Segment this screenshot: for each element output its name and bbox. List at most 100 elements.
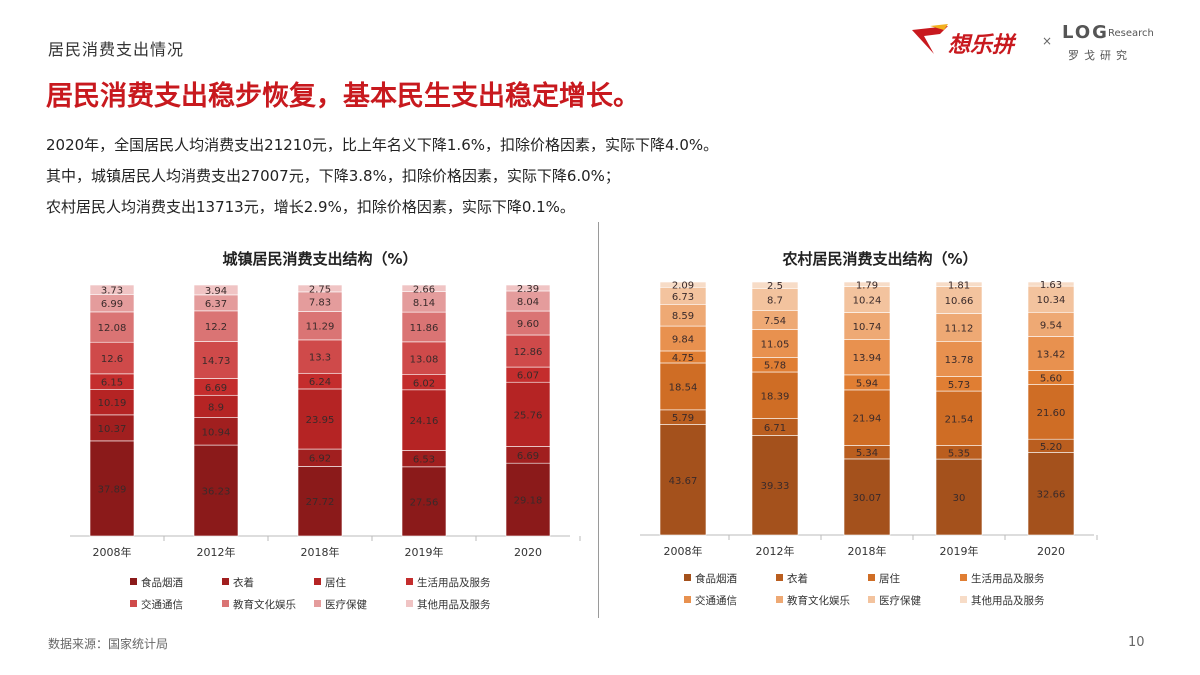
urban-data-label: 10.19 bbox=[98, 398, 127, 409]
urban-chart-title: 城镇居民消费支出结构（%） bbox=[222, 250, 418, 268]
urban-data-label: 10.94 bbox=[202, 427, 231, 438]
urban-data-label: 2.39 bbox=[517, 284, 539, 295]
rural-data-label: 30 bbox=[953, 493, 966, 504]
brand-swoosh-icon bbox=[912, 24, 948, 54]
urban-legend-label: 交通通信 bbox=[141, 598, 183, 611]
rural-legend-swatch bbox=[776, 574, 783, 581]
rural-legend-label: 其他用品及服务 bbox=[971, 594, 1045, 607]
rural-data-label: 6.71 bbox=[764, 423, 786, 434]
urban-bar-segment bbox=[401, 284, 447, 292]
rural-data-label: 8.7 bbox=[767, 295, 783, 306]
urban-data-label: 14.73 bbox=[202, 356, 231, 367]
urban-bar-segment bbox=[193, 444, 239, 537]
data-source-note: 数据来源：国家统计局 bbox=[48, 637, 169, 651]
rural-bar-segment bbox=[935, 390, 983, 446]
rural-data-label: 8.59 bbox=[672, 311, 694, 322]
rural-bar-segment bbox=[751, 329, 799, 358]
rural-data-label: 5.78 bbox=[764, 361, 786, 372]
urban-data-label: 12.86 bbox=[514, 347, 543, 358]
urban-data-label: 13.08 bbox=[410, 354, 439, 365]
rural-data-label: 10.24 bbox=[853, 295, 882, 306]
urban-legend-swatch bbox=[314, 600, 321, 607]
urban-data-label: 6.69 bbox=[517, 451, 539, 462]
urban-bar-segment bbox=[401, 389, 447, 451]
urban-data-label: 29.18 bbox=[514, 496, 543, 507]
rural-legend-swatch bbox=[960, 574, 967, 581]
urban-bar-segment bbox=[401, 341, 447, 375]
urban-data-label: 3.94 bbox=[205, 286, 227, 297]
rural-data-label: 5.35 bbox=[948, 448, 970, 459]
rural-legend-swatch bbox=[960, 596, 967, 603]
urban-category-label: 2020 bbox=[514, 546, 542, 559]
urban-data-label: 8.14 bbox=[413, 298, 435, 309]
rural-data-label: 4.75 bbox=[672, 353, 694, 364]
rural-category-label: 2012年 bbox=[756, 544, 795, 558]
rural-chart-title: 农村居民消费支出结构（%） bbox=[782, 250, 978, 268]
logo-separator: × bbox=[1042, 34, 1053, 48]
rural-bar-segment bbox=[751, 281, 799, 289]
rural-legend-swatch bbox=[684, 596, 691, 603]
urban-bar-segment bbox=[89, 284, 135, 295]
rural-legend-swatch bbox=[868, 574, 875, 581]
rural-data-label: 43.67 bbox=[669, 476, 698, 487]
description-line-1: 2020年，全国居民人均消费支出21210元，比上年名义下降1.6%，扣除价格因… bbox=[46, 136, 719, 154]
urban-legend-label: 居住 bbox=[325, 576, 346, 589]
logo-brand-text: 想乐拼 bbox=[948, 33, 1015, 58]
rural-bar-segment bbox=[751, 435, 799, 536]
rural-legend-label: 医疗保健 bbox=[879, 594, 921, 607]
urban-data-label: 23.95 bbox=[306, 415, 335, 426]
urban-legend-swatch bbox=[406, 578, 413, 585]
rural-data-label: 1.79 bbox=[856, 280, 878, 291]
rural-bar-segment bbox=[1027, 384, 1075, 440]
rural-bar-segment bbox=[843, 312, 891, 340]
rural-bar-segment bbox=[659, 424, 707, 536]
urban-legend-swatch bbox=[222, 600, 229, 607]
rural-data-label: 5.79 bbox=[672, 413, 694, 424]
rural-data-label: 9.54 bbox=[1040, 320, 1062, 331]
urban-data-label: 27.56 bbox=[410, 497, 439, 508]
rural-bar-segment bbox=[935, 313, 983, 342]
logo-log-text: LOG bbox=[1062, 22, 1109, 43]
urban-bar-segment bbox=[193, 310, 239, 342]
rural-data-label: 21.54 bbox=[945, 414, 974, 425]
rural-data-label: 5.60 bbox=[1040, 373, 1062, 384]
urban-legend-label: 教育文化娱乐 bbox=[233, 598, 296, 611]
rural-bar-segment bbox=[659, 362, 707, 411]
urban-legend-label: 衣着 bbox=[233, 576, 254, 589]
rural-legend-label: 衣着 bbox=[787, 572, 808, 585]
rural-legend-label: 食品烟酒 bbox=[695, 572, 737, 585]
rural-data-label: 10.66 bbox=[945, 296, 974, 307]
rural-data-label: 10.34 bbox=[1037, 295, 1066, 306]
urban-category-label: 2019年 bbox=[405, 545, 444, 559]
urban-legend-swatch bbox=[314, 578, 321, 585]
urban-data-label: 9.60 bbox=[517, 319, 539, 330]
urban-data-label: 6.02 bbox=[413, 378, 435, 389]
urban-category-label: 2012年 bbox=[197, 545, 236, 559]
rural-data-label: 13.78 bbox=[945, 355, 974, 366]
page-number: 10 bbox=[1128, 635, 1145, 650]
rural-data-label: 5.73 bbox=[948, 380, 970, 391]
urban-bar-segment bbox=[401, 311, 447, 343]
urban-data-label: 24.16 bbox=[410, 416, 439, 427]
urban-data-label: 11.29 bbox=[306, 322, 335, 333]
rural-legend-swatch bbox=[868, 596, 875, 603]
urban-bar-segment bbox=[89, 341, 135, 375]
rural-bar-segment bbox=[1027, 281, 1075, 287]
urban-data-label: 6.07 bbox=[517, 371, 539, 382]
urban-data-label: 6.37 bbox=[205, 299, 227, 310]
logo-research-text: Research bbox=[1108, 28, 1154, 39]
urban-data-label: 8.9 bbox=[208, 402, 224, 413]
rural-bar-segment bbox=[1027, 285, 1075, 313]
urban-legend-label: 食品烟酒 bbox=[141, 576, 183, 589]
rural-data-label: 11.05 bbox=[761, 339, 790, 350]
logo-block: 想乐拼 × LOG Research 罗戈研究 bbox=[910, 22, 1160, 66]
urban-bar-segment bbox=[89, 414, 135, 442]
rural-category-label: 2019年 bbox=[940, 544, 979, 558]
urban-data-label: 6.15 bbox=[101, 378, 123, 389]
rural-data-label: 11.12 bbox=[945, 324, 974, 335]
description-line-3: 农村居民人均消费支出13713元，增长2.9%，扣除价格因素，实际下降0.1%。 bbox=[46, 198, 575, 216]
urban-bar-segment bbox=[505, 334, 551, 368]
rural-data-label: 7.54 bbox=[764, 316, 786, 327]
urban-data-label: 12.08 bbox=[98, 323, 127, 334]
rural-bar-segment bbox=[843, 339, 891, 376]
